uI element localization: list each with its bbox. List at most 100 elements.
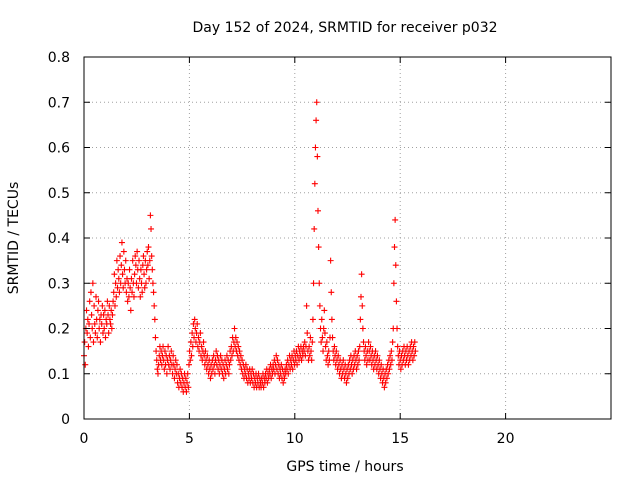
data-point	[125, 293, 132, 300]
data-point	[312, 144, 319, 151]
data-point	[356, 357, 363, 364]
data-point	[388, 357, 395, 364]
data-point	[185, 361, 192, 368]
data-point	[358, 271, 365, 278]
x-tick-label: 0	[80, 431, 89, 447]
data-point	[182, 375, 189, 382]
data-point	[385, 370, 392, 377]
x-tick-label: 20	[497, 431, 515, 447]
x-axis-label: GPS time / hours	[286, 459, 403, 475]
data-point	[105, 330, 112, 337]
axis-ticks	[83, 56, 611, 420]
data-point	[354, 352, 361, 359]
data-point	[154, 366, 161, 373]
data-point	[151, 316, 158, 323]
data-point	[153, 348, 160, 355]
data-point	[321, 307, 328, 314]
data-point	[394, 325, 401, 332]
data-point	[382, 379, 389, 386]
data-point	[328, 289, 335, 296]
data-point	[367, 343, 374, 350]
data-point	[376, 357, 383, 364]
data-point	[411, 352, 418, 359]
data-point	[152, 334, 159, 341]
data-point	[308, 348, 315, 355]
data-point	[95, 298, 102, 305]
data-point	[394, 343, 401, 350]
data-point	[114, 284, 121, 291]
data-point	[172, 366, 179, 373]
data-point	[117, 253, 124, 260]
data-point	[184, 370, 191, 377]
data-point	[112, 280, 119, 287]
data-point	[388, 348, 395, 355]
data-point	[120, 248, 127, 255]
data-point	[187, 339, 194, 346]
data-point	[192, 325, 199, 332]
data-point	[183, 388, 190, 395]
y-tick-label: 0.1	[48, 367, 70, 383]
data-point	[202, 348, 209, 355]
y-tick-label: 0.6	[48, 141, 70, 157]
data-point	[110, 289, 117, 296]
data-point	[111, 302, 118, 309]
data-point	[109, 311, 116, 318]
x-tick-label: 10	[286, 431, 304, 447]
data-point	[310, 280, 317, 287]
data-point	[172, 357, 179, 364]
data-point	[273, 352, 280, 359]
data-point	[96, 316, 103, 323]
data-point	[194, 320, 201, 327]
data-point	[84, 316, 91, 323]
data-point	[354, 361, 361, 368]
data-point	[303, 302, 310, 309]
data-point	[378, 361, 385, 368]
data-point	[333, 348, 340, 355]
data-point	[318, 316, 325, 323]
data-point	[224, 366, 231, 373]
data-point	[139, 289, 146, 296]
data-point	[115, 275, 122, 282]
data-point	[98, 320, 105, 327]
data-point	[327, 257, 334, 264]
data-point	[249, 366, 256, 373]
data-point	[119, 271, 126, 278]
data-point	[139, 262, 146, 269]
data-point	[344, 375, 351, 382]
data-point	[141, 284, 148, 291]
data-point	[357, 293, 364, 300]
data-point	[308, 357, 315, 364]
y-axis-label: SRMTID / TECUs	[6, 182, 22, 295]
data-point	[231, 325, 238, 332]
data-point	[170, 352, 177, 359]
data-point	[390, 280, 397, 287]
data-point	[355, 348, 362, 355]
data-point	[217, 352, 224, 359]
data-point	[118, 262, 125, 269]
data-point	[111, 271, 118, 278]
data-point	[411, 339, 418, 346]
data-point	[106, 316, 113, 323]
data-point	[108, 307, 115, 314]
data-point	[357, 316, 364, 323]
data-point	[397, 366, 404, 373]
data-point	[236, 348, 243, 355]
data-point	[363, 361, 370, 368]
data-point	[148, 253, 155, 260]
data-point	[362, 343, 369, 350]
data-point	[213, 348, 220, 355]
data-point	[204, 352, 211, 359]
data-point	[104, 298, 111, 305]
data-point	[154, 370, 161, 377]
data-point	[89, 280, 96, 287]
data-point	[185, 384, 192, 391]
data-point	[86, 298, 93, 305]
data-point	[281, 375, 288, 382]
data-point	[90, 339, 97, 346]
data-point	[268, 375, 275, 382]
data-point	[323, 339, 330, 346]
data-point	[311, 225, 318, 232]
data-point	[264, 379, 271, 386]
data-point	[329, 334, 336, 341]
data-point	[171, 375, 178, 382]
